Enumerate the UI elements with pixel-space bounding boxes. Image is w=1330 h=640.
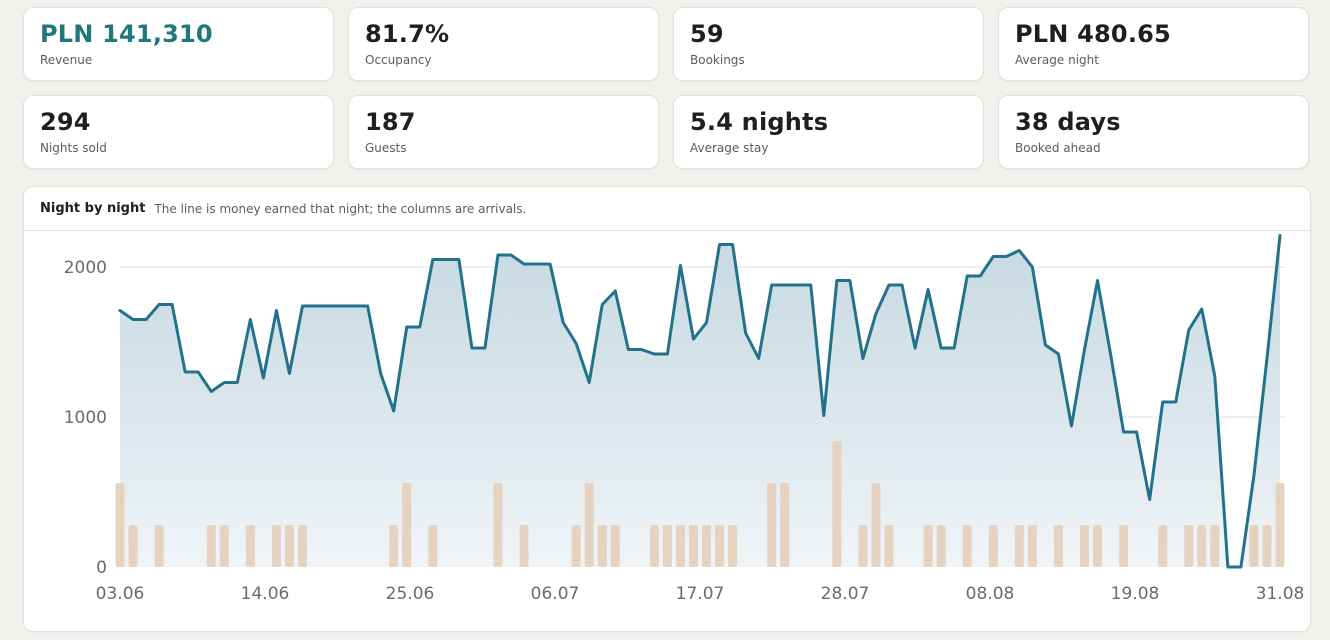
kpi-value: PLN 141,310 [40,20,213,48]
kpi-label: Average stay [690,141,769,155]
kpi-label: Nights sold [40,141,107,155]
arrival-column [780,483,790,567]
arrival-column [936,525,946,567]
arrival-column [493,483,503,567]
x-tick-label: 03.06 [96,584,145,604]
kpi-value: 5.4 nights [690,108,829,136]
arrival-column [715,525,725,567]
arrival-column [1119,525,1129,567]
arrival-column [728,525,738,567]
arrival-column [389,525,399,567]
arrival-column [154,525,164,567]
chart-subtitle: The line is money earned that night; the… [154,201,527,216]
arrival-column [584,483,594,567]
x-tick-label: 28.07 [821,584,870,604]
arrival-column [597,525,607,567]
arrival-column [571,525,581,567]
kpi-card-guests: 187 Guests [348,95,659,169]
night-by-night-card: Night by night The line is money earned … [23,186,1311,632]
kpi-value: 81.7% [365,20,450,48]
kpi-card-occupancy: 81.7% Occupancy [348,7,659,81]
x-tick-label: 19.08 [1111,584,1160,604]
arrival-column [610,525,620,567]
x-tick-label: 06.07 [531,584,580,604]
arrival-column [767,483,777,567]
arrival-column [962,525,972,567]
arrival-column [1053,525,1063,567]
arrival-column [519,525,529,567]
chart-header: Night by night The line is money earned … [24,187,1310,231]
arrival-column [1249,525,1259,567]
arrival-column [923,525,933,567]
kpi-label: Bookings [690,53,745,67]
kpi-card-nights-sold: 294 Nights sold [23,95,334,169]
arrival-column [297,525,307,567]
y-tick-label: 1000 [64,408,107,428]
arrival-column [1197,525,1207,567]
y-tick-label: 0 [96,558,107,578]
kpi-label: Booked ahead [1015,141,1101,155]
kpi-value: 187 [365,108,416,136]
kpi-value: PLN 480.65 [1015,20,1171,48]
kpi-value: 38 days [1015,108,1121,136]
arrival-column [1262,525,1272,567]
arrival-column [428,525,438,567]
arrival-column [884,525,894,567]
arrival-column [284,525,294,567]
kpi-label: Revenue [40,53,93,67]
x-tick-label: 08.08 [966,584,1015,604]
arrival-column [832,441,842,567]
arrival-column [858,525,868,567]
kpi-value: 59 [690,20,724,48]
arrival-column [1014,525,1024,567]
y-tick-label: 2000 [64,258,107,278]
kpi-card-average-night: PLN 480.65 Average night [998,7,1309,81]
arrival-column [988,525,998,567]
arrival-column [675,525,685,567]
kpi-card-bookings: 59 Bookings [673,7,984,81]
kpi-label: Occupancy [365,53,432,67]
arrival-column [128,525,138,567]
arrival-column [1275,483,1285,567]
arrival-column [1093,525,1103,567]
arrival-column [702,525,712,567]
kpi-card-revenue: PLN 141,310 Revenue [23,7,334,81]
arrival-column [271,525,281,567]
arrival-column [688,525,698,567]
kpi-label: Guests [365,141,407,155]
arrival-column [1184,525,1194,567]
arrival-column [1027,525,1037,567]
revenue-line [118,234,1282,569]
x-tick-label: 25.06 [386,584,435,604]
arrival-column [245,525,255,567]
x-tick-label: 17.07 [676,584,725,604]
arrival-column [402,483,412,567]
kpi-value: 294 [40,108,91,136]
night-by-night-chart: 0 1000 2000 03.06 14.06 25.06 06.07 17.07 28.07 0… [64,234,1305,604]
arrival-column [662,525,672,567]
x-tick-label: 31.08 [1256,584,1305,604]
arrival-column [115,483,125,567]
kpi-card-average-stay: 5.4 nights Average stay [673,95,984,169]
kpi-card-booked-ahead: 38 days Booked ahead [998,95,1309,169]
arrival-column [871,483,881,567]
arrival-column [1210,525,1220,567]
chart-title: Night by night [40,201,146,216]
kpi-label: Average night [1015,53,1099,67]
arrival-column [649,525,659,567]
revenue-area [120,235,1280,567]
arrival-column [1079,525,1089,567]
arrival-column [219,525,229,567]
arrival-column [1158,525,1168,567]
arrival-column [206,525,216,567]
x-tick-label: 14.06 [241,584,290,604]
